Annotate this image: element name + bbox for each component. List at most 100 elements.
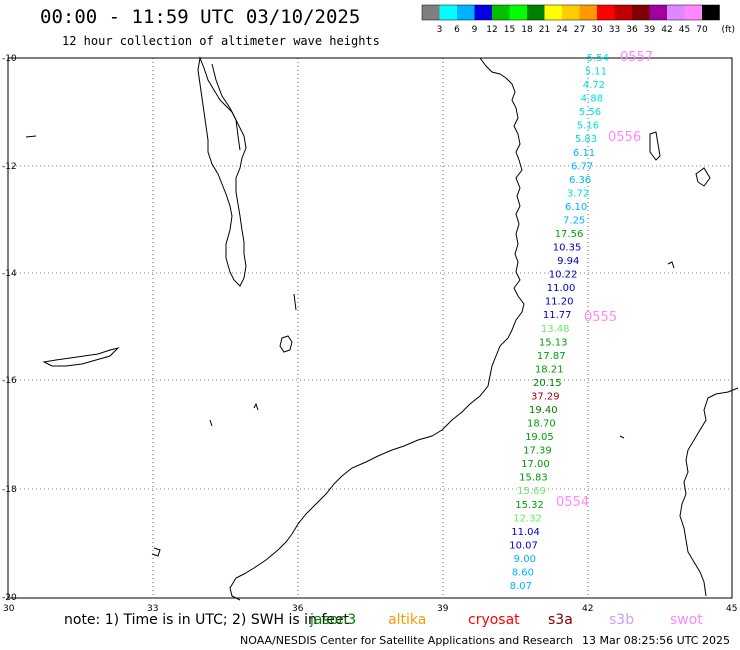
- wave-height-label: 8.07: [510, 581, 532, 592]
- wave-height-label: 13.48: [541, 324, 570, 335]
- wave-height-label: 5.11: [585, 67, 607, 78]
- river-mark-2: [253, 402, 259, 411]
- wave-height-label: 17.39: [523, 446, 552, 457]
- scale-label: 18: [521, 25, 533, 35]
- footer-timestamp: 13 Mar 08:25:56 UTC 2025: [582, 634, 730, 647]
- wave-height-label: 18.21: [535, 364, 564, 375]
- lat-tick-label: -18: [2, 485, 17, 495]
- scale-label: 27: [574, 25, 585, 35]
- wave-height-label: 6.10: [565, 202, 587, 213]
- map-frame: [7, 57, 733, 599]
- wave-height-label: 10.22: [549, 270, 578, 281]
- wave-height-label: 15.32: [515, 500, 544, 511]
- small-island: [667, 261, 675, 269]
- scale-swatch: [562, 5, 580, 20]
- wave-height-label: 37.29: [531, 391, 560, 402]
- scale-label: 30: [591, 25, 603, 35]
- pass-label: 0557: [620, 50, 653, 65]
- lon-tick-label: 36: [292, 604, 304, 614]
- satellite-legend-s3a: s3a: [548, 612, 573, 628]
- scale-label: 6: [454, 25, 460, 35]
- scale-swatch: [632, 5, 650, 20]
- scale-label: 12: [486, 25, 497, 35]
- scale-label: 70: [696, 25, 708, 35]
- scale-swatch: [667, 5, 685, 20]
- wave-height-label: 12.32: [513, 513, 542, 524]
- wave-height-label: 17.87: [537, 351, 566, 362]
- coastline: [25, 56, 739, 601]
- scale-label: 45: [679, 25, 690, 35]
- mayotte-island: [695, 167, 711, 187]
- madagascar-coastline: [679, 387, 739, 597]
- wave-height-label: 11.77: [543, 310, 572, 321]
- satellite-legend-swot: swot: [670, 612, 703, 628]
- shore-mark-2: [209, 419, 213, 427]
- pass-label: 0554: [556, 495, 589, 510]
- note-text: note: 1) Time is in UTC; 2) SWH is in fe…: [64, 612, 350, 628]
- wave-height-label: 15.83: [519, 473, 548, 484]
- scale-label: 33: [609, 25, 620, 35]
- scale-swatch: [422, 5, 440, 20]
- lon-tick-label: 45: [726, 604, 737, 614]
- wave-height-label: 4.88: [581, 94, 603, 105]
- scale-label: 39: [644, 25, 656, 35]
- shore-mark-1: [25, 135, 37, 138]
- satellite-legend-s3b: s3b: [609, 612, 635, 628]
- scale-swatch: [527, 5, 545, 20]
- wave-height-label: 15.13: [539, 337, 568, 348]
- scale-swatch: [439, 5, 457, 20]
- scale-swatch: [579, 5, 597, 20]
- scale-swatch: [702, 5, 720, 20]
- river-mark: [293, 293, 297, 311]
- lon-tick-label: 42: [582, 604, 593, 614]
- wave-height-label: 15.69: [517, 486, 546, 497]
- wave-height-labels: 5.54 5.11 4.72 4.88 5.56 5.16 5.83 6.11 6.77 6.36…: [509, 53, 609, 592]
- wave-height-label: 6.36: [569, 175, 591, 186]
- scale-swatch: [457, 5, 475, 20]
- scale-label: 9: [472, 25, 478, 35]
- madagascar-mark: [619, 435, 625, 439]
- river-mark-3: [151, 547, 161, 557]
- pass-label: 0556: [608, 130, 641, 145]
- wave-height-label: 9.94: [557, 256, 579, 267]
- pass-label: 0555: [584, 310, 617, 325]
- wave-height-label: 8.60: [512, 567, 534, 578]
- lon-tick-label: 30: [3, 604, 15, 614]
- scale-label: 21: [539, 25, 550, 35]
- wave-height-label: 9.00: [514, 554, 536, 565]
- wave-height-label: 7.25: [563, 215, 585, 226]
- lat-tick-label: -16: [2, 376, 17, 386]
- scale-swatch: [597, 5, 615, 20]
- western-shoreline: [211, 63, 241, 151]
- scale-swatch: [684, 5, 702, 20]
- lat-tick-label: -12: [2, 162, 17, 172]
- wave-height-label: 5.16: [577, 121, 599, 132]
- scale-swatch: [509, 5, 527, 20]
- scale-unit: (ft): [722, 25, 736, 35]
- wave-height-label: 11.20: [545, 297, 574, 308]
- wave-height-label: 3.72: [567, 188, 589, 199]
- lat-tick-label: -20: [2, 593, 17, 603]
- lon-tick-label: 39: [437, 604, 449, 614]
- lat-tick-label: -10: [2, 54, 17, 64]
- comoros-island: [649, 131, 661, 161]
- wave-height-label: 11.04: [511, 527, 540, 538]
- wave-height-label: 18.70: [527, 419, 556, 430]
- wave-height-label: 6.77: [571, 161, 593, 172]
- page-title: 00:00 - 11:59 UTC 03/10/2025: [40, 6, 361, 28]
- lake-malawi: [197, 56, 247, 287]
- scale-label: 3: [437, 25, 443, 35]
- scale-swatch: [614, 5, 632, 20]
- scale-border: [421, 4, 720, 21]
- scale-label: 36: [626, 25, 638, 35]
- wave-height-label: 19.40: [529, 405, 558, 416]
- scale-swatch: [474, 5, 492, 20]
- wave-height-label: 5.56: [579, 107, 601, 118]
- wave-height-label: 5.83: [575, 134, 597, 145]
- wave-height-label: 19.05: [525, 432, 554, 443]
- wave-height-label: 20.15: [533, 378, 562, 389]
- scale-swatch: [544, 5, 562, 20]
- satellite-legend-altika: altika: [388, 612, 427, 628]
